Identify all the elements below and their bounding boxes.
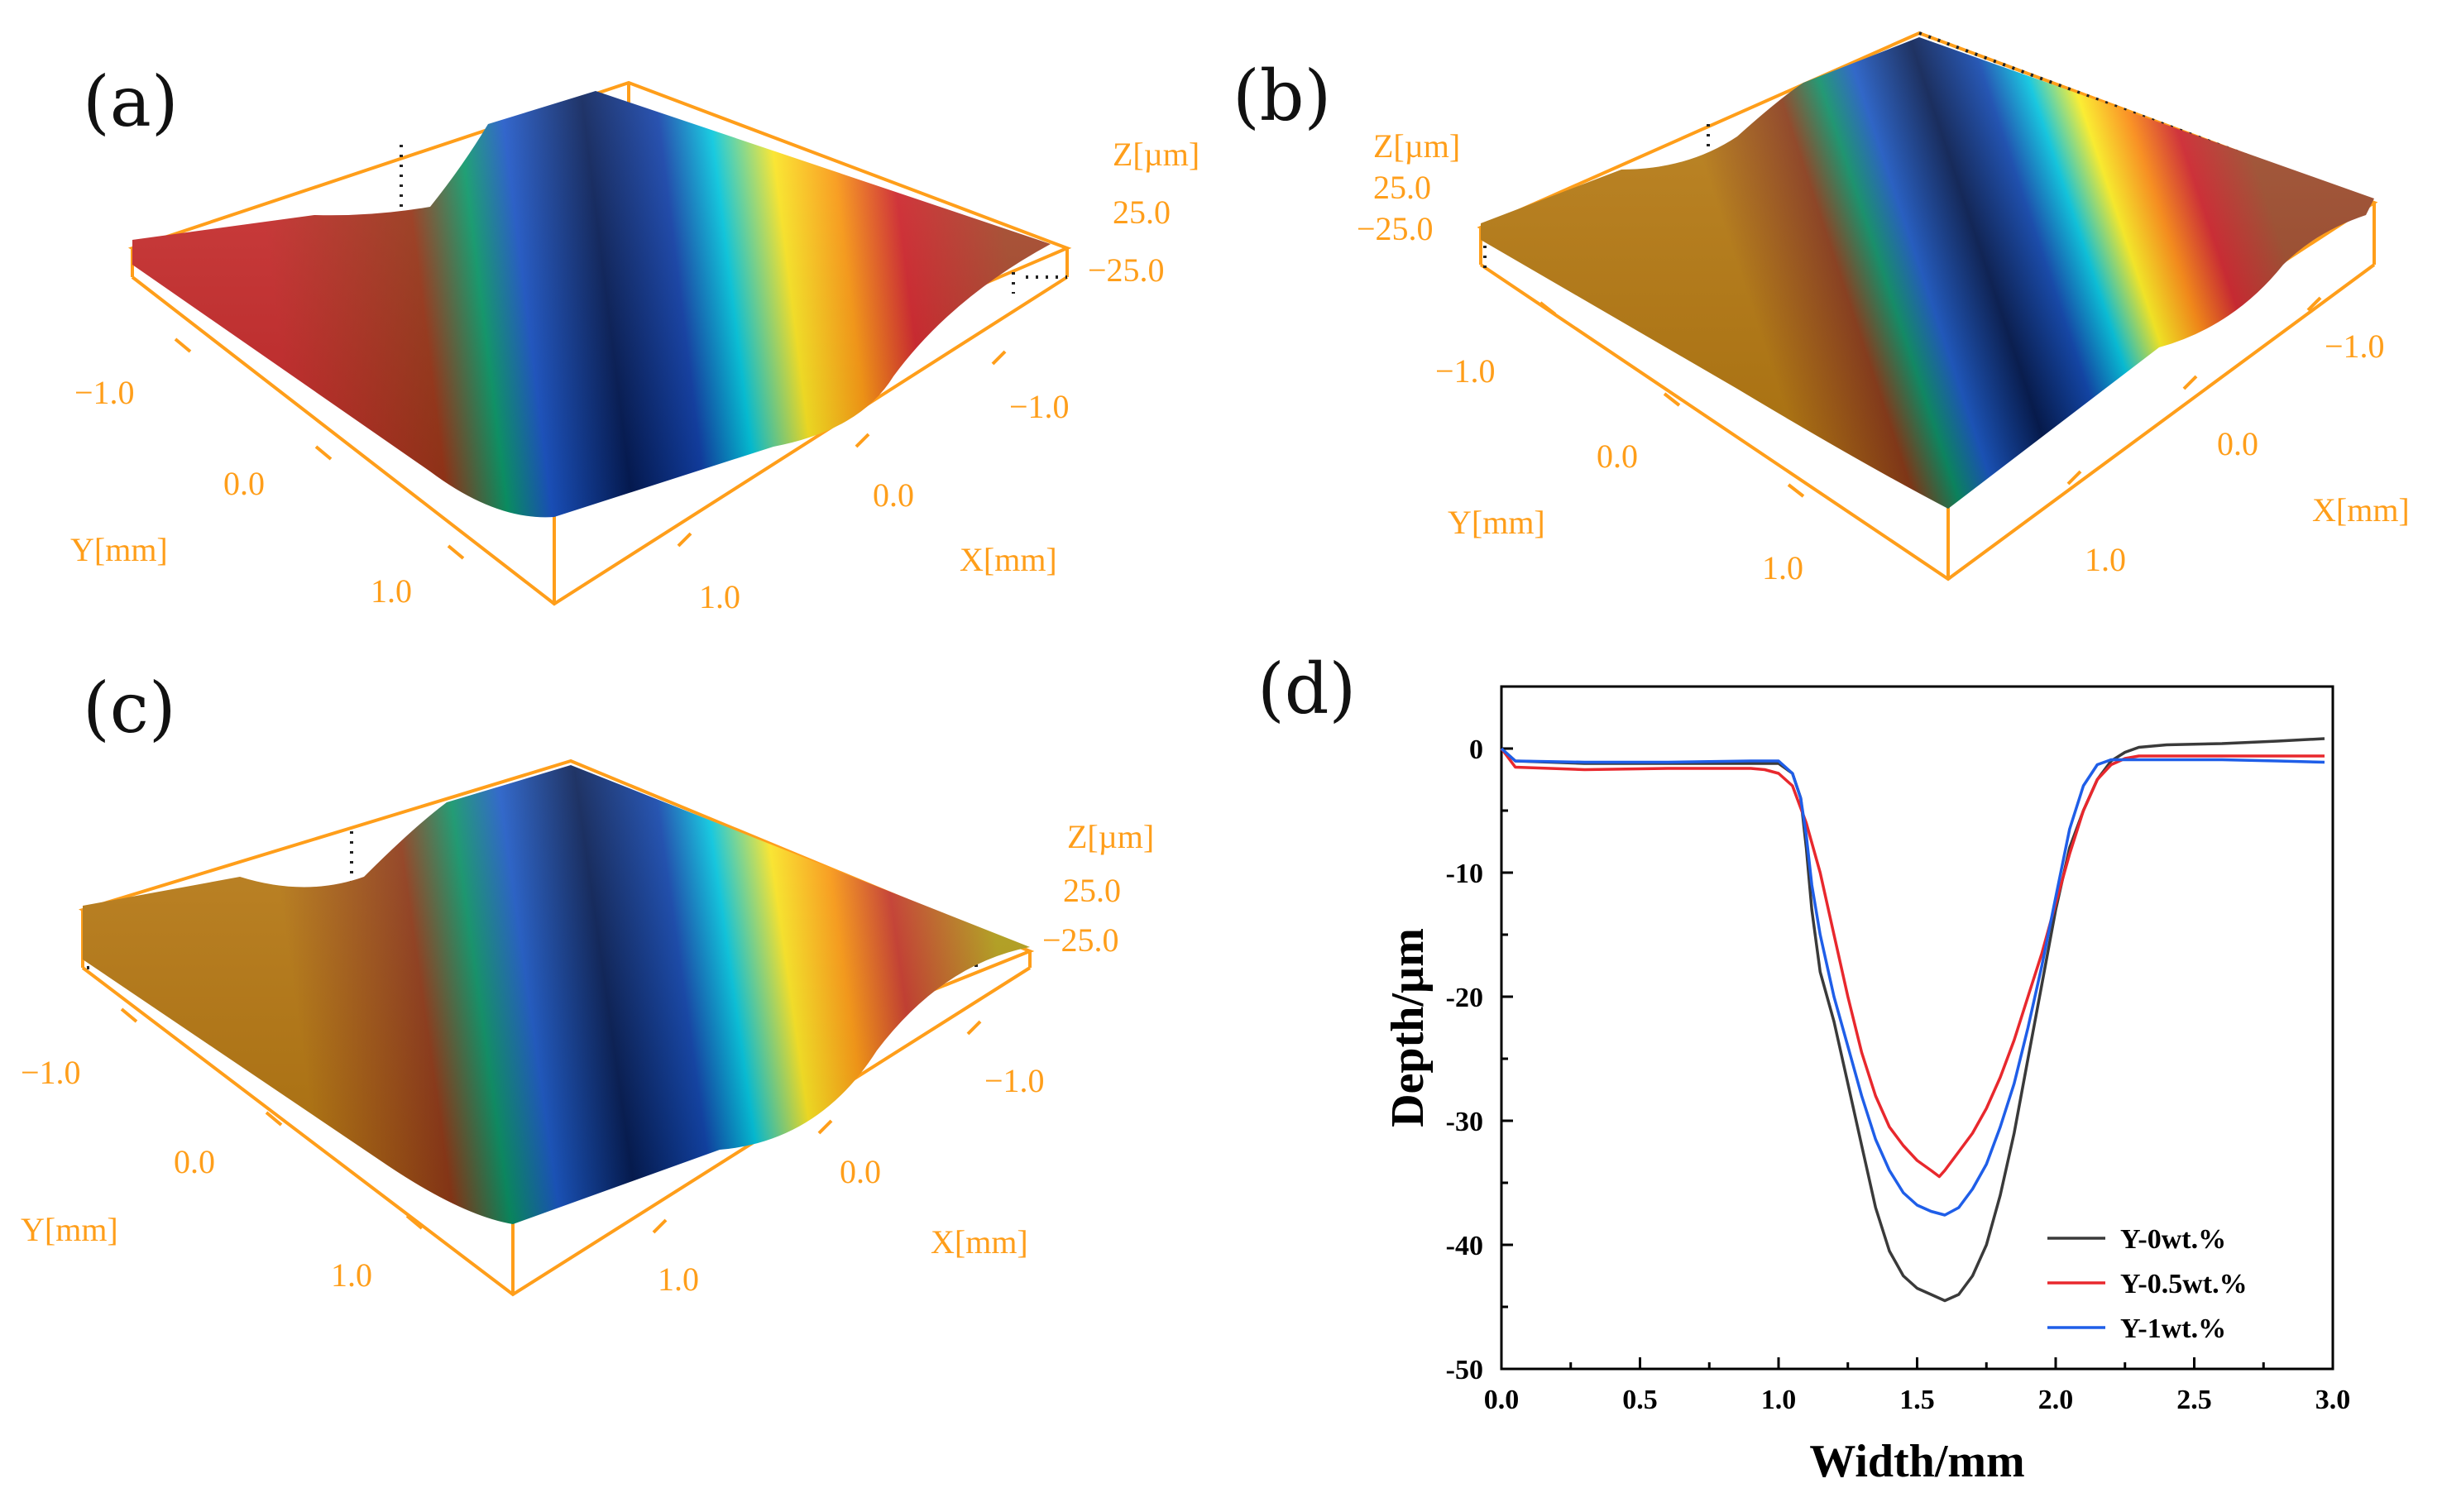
panel-b-ticks [1539,296,2322,498]
legend-label: Y-1wt.% [2120,1313,2226,1344]
depth-profile-chart: 0.0 0.5 1.0 1.5 2.0 2.5 3.0 0 -10 -20 -30 -40 -50 W… [1382,685,2351,1487]
panel-a-surface-shading [132,91,1051,518]
x-tick-label: 0.0 [1484,1385,1520,1415]
panel-a-label: (a) [83,61,179,142]
tick-mark [652,1218,668,1234]
y-tick-label: -50 [1446,1355,1483,1385]
panel-c-y-tick: −1.0 [21,1054,81,1091]
panel-b-x-tick: −1.0 [2325,328,2385,365]
panel-c-surface-shading [83,765,1030,1224]
panel-c: (c) −1.0 0.0 1.0 Y[mm] −1.0 0.0 1.0 X[mm… [21,667,1154,1298]
panel-b-x-axis-label: X[mm] [2312,491,2410,529]
x-tick-label: 2.5 [2176,1385,2212,1415]
series-line [1500,737,2325,1303]
legend-label: Y-0wt.% [2120,1224,2226,1255]
series-line [1500,747,2325,1179]
panel-a-x-tick: 1.0 [699,578,740,615]
legend-label: Y-0.5wt.% [2120,1269,2248,1299]
panel-c-y-axis-label: Y[mm] [21,1211,118,1248]
tick-mark [2066,470,2082,486]
tick-mark [2182,375,2198,390]
panel-d: (d) 0.0 0.5 1.0 1.5 2.0 2.5 3.0 0 -10 -20 -30 -40 -… [1257,648,2350,1487]
panel-a-z-axis-label: Z[µm] [1113,136,1199,173]
tick-mark [855,433,870,448]
panel-a-hidden-edges [400,145,1067,294]
tick-mark [677,532,692,548]
panel-b-label: (b) [1233,55,1331,136]
y-tick-label: 0 [1469,734,1483,765]
panel-b-surface-shading [1481,37,2374,509]
panel-b-y-tick: 1.0 [1762,549,1803,586]
y-tick-label: -20 [1446,983,1483,1013]
panel-c-label: (c) [83,667,176,749]
panel-a: (a) −1.0 0.0 1.0 Y[mm] −1.0 0.0 1.0 X[mm… [70,61,1199,615]
panel-d-label: (d) [1257,648,1356,730]
tick-mark [314,445,333,461]
x-tick-label: 1.5 [1899,1385,1935,1415]
series-line [1500,747,2325,1217]
panel-c-x-axis-label: X[mm] [931,1223,1028,1261]
panel-b-z-bottom: −25.0 [1357,210,1434,247]
panel-c-x-tick: 0.0 [840,1153,881,1190]
panel-a-box-base [131,275,1069,606]
panel-a-y-tick: −1.0 [74,374,135,411]
tick-mark [447,544,465,560]
x-tick-label: 3.0 [2315,1385,2351,1415]
panel-a-y-tick: 1.0 [371,572,412,610]
legend: Y-0wt.% Y-0.5wt.% Y-1wt.% [2047,1224,2248,1344]
panel-b-y-tick: −1.0 [1435,352,1496,390]
panel-c-x-tick: 1.0 [658,1261,699,1298]
tick-mark [120,1007,138,1023]
panel-c-z-top: 25.0 [1063,872,1121,909]
panel-a-z-top: 25.0 [1113,194,1171,231]
panel-b-x-tick: 0.0 [2217,425,2258,462]
panel-c-z-bottom: −25.0 [1042,921,1119,959]
panel-b-z-top: 25.0 [1373,169,1431,206]
y-tick-label: -10 [1446,859,1483,889]
tick-mark [991,350,1007,366]
tick-mark [1539,301,1557,316]
x-tick-label: 1.0 [1761,1385,1797,1415]
y-tick-label: -40 [1446,1231,1483,1261]
series-lines [1500,737,2325,1303]
y-axis-label: Depth/µm [1382,928,1434,1127]
tick-mark [265,1111,283,1127]
panel-a-x-tick: 0.0 [873,476,914,514]
x-axis-label: Width/mm [1809,1436,2024,1487]
panel-c-z-axis-label: Z[µm] [1067,818,1154,855]
panel-a-ticks [174,337,1007,560]
panel-b-y-axis-label: Y[mm] [1448,504,1545,541]
panel-b-y-tick: 0.0 [1597,438,1638,475]
panel-b-z-axis-label: Z[µm] [1373,127,1460,165]
panel-c-y-tick: 0.0 [174,1143,215,1180]
panel-a-x-axis-label: X[mm] [960,541,1057,578]
x-tick-label: 0.5 [1622,1385,1658,1415]
panel-b-x-tick: 1.0 [2085,541,2126,578]
panel-c-x-tick: −1.0 [984,1062,1045,1099]
x-tick-label: 2.0 [2038,1385,2074,1415]
panel-a-y-tick: 0.0 [223,465,265,502]
tick-mark [1787,483,1805,498]
panel-b: (b) −1.0 0.0 1.0 Y[mm] −1.0 0.0 1.0 X[mm… [1233,31,2410,586]
y-tick-label: -30 [1446,1107,1483,1137]
tick-mark [405,1214,424,1230]
panel-b-box-base [1479,263,2376,581]
tick-mark [1663,392,1681,407]
tick-mark [174,337,192,353]
panel-a-z-bottom: −25.0 [1088,251,1165,289]
panel-a-y-axis-label: Y[mm] [70,531,168,568]
plot-frame [1500,685,2334,1371]
panel-a-x-tick: −1.0 [1009,388,1070,425]
tick-mark [2306,296,2322,312]
panel-c-ticks [120,1007,982,1234]
tick-mark [817,1119,833,1135]
panel-c-y-tick: 1.0 [331,1256,372,1294]
x-axis-ticks: 0.0 0.5 1.0 1.5 2.0 2.5 3.0 [1484,1357,2351,1415]
y-axis-ticks: 0 -10 -20 -30 -40 -50 [1446,685,1513,1385]
tick-mark [966,1020,982,1036]
